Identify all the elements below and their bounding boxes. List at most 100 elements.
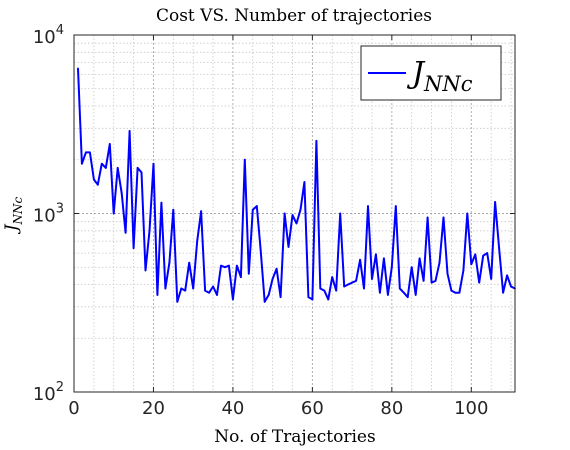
data-point	[375, 253, 377, 256]
series-layer	[77, 67, 516, 303]
data-point	[81, 162, 83, 165]
data-point	[267, 293, 270, 296]
data-point	[224, 266, 226, 269]
data-point	[279, 296, 282, 299]
data-point	[124, 231, 127, 234]
data-point	[343, 285, 346, 288]
data-point	[379, 291, 381, 294]
data-point	[176, 300, 179, 303]
data-point	[152, 162, 155, 165]
y-axis-label: JNNc	[2, 196, 25, 234]
data-point	[88, 151, 91, 154]
data-point	[259, 249, 262, 252]
data-point	[490, 278, 493, 280]
data-point	[434, 279, 437, 282]
data-point	[200, 210, 203, 213]
data-point	[136, 167, 139, 169]
data-point	[283, 212, 286, 215]
data-point	[315, 140, 318, 142]
data-point	[367, 205, 369, 208]
y-tick-label: 102	[33, 380, 64, 405]
data-point	[204, 289, 207, 292]
data-point	[510, 285, 512, 288]
data-point	[331, 276, 334, 279]
data-point	[406, 296, 409, 299]
x-tick-label: 0	[68, 398, 79, 419]
data-point	[196, 240, 199, 243]
data-point	[128, 130, 131, 132]
x-tick-label: 60	[301, 398, 324, 419]
data-point	[470, 263, 473, 266]
data-point	[172, 208, 175, 211]
data-point	[426, 216, 429, 219]
data-point	[478, 281, 481, 284]
data-point	[92, 178, 95, 181]
data-point	[474, 253, 477, 256]
data-point	[212, 285, 214, 288]
data-point	[291, 214, 294, 216]
data-point	[208, 291, 210, 294]
data-point	[112, 212, 115, 215]
data-point	[323, 289, 326, 292]
data-point	[108, 143, 111, 145]
data-point	[402, 291, 405, 294]
data-point	[168, 261, 171, 264]
x-tick-label: 100	[454, 398, 488, 419]
data-point	[100, 162, 103, 165]
y-axis-label-subscript: NNc	[11, 196, 25, 225]
data-point	[418, 257, 421, 260]
data-point	[394, 205, 397, 208]
data-point	[442, 216, 445, 219]
data-point	[140, 171, 143, 174]
x-tick-labels: 0 20 40 60 80 100	[68, 398, 488, 419]
data-point	[77, 67, 79, 70]
data-point	[295, 222, 298, 225]
y-tick-label: 104	[33, 23, 64, 48]
y-axis-label-base: J	[2, 223, 22, 234]
legend-label-subscript: NNc	[423, 72, 473, 96]
data-point	[386, 293, 389, 296]
data-point	[327, 298, 330, 301]
x-tick-label: 40	[221, 398, 244, 419]
data-point	[116, 167, 119, 169]
data-point	[228, 264, 230, 267]
data-point	[498, 247, 501, 249]
data-point	[299, 208, 302, 211]
x-tick-label: 80	[380, 398, 403, 419]
data-point	[311, 298, 314, 301]
data-point	[132, 247, 135, 249]
data-point	[430, 281, 433, 284]
data-point	[446, 272, 449, 275]
data-point	[466, 212, 469, 215]
data-point	[96, 183, 99, 186]
legend: JNNc	[360, 45, 502, 101]
data-point	[351, 281, 354, 284]
data-point	[335, 289, 338, 292]
data-point	[494, 201, 497, 203]
data-point	[184, 289, 187, 292]
x-tick-label: 20	[142, 398, 165, 419]
data-point	[355, 279, 357, 282]
data-point	[398, 287, 401, 290]
data-point	[363, 287, 365, 290]
chart-title: Cost VS. Number of trajectories	[156, 6, 432, 26]
axis-ticks	[73, 34, 515, 393]
data-point	[414, 293, 417, 296]
data-point	[120, 192, 123, 195]
y-tick-labels: 102 103 104	[33, 23, 64, 405]
data-point	[382, 257, 385, 260]
data-point	[156, 293, 159, 296]
data-point	[450, 289, 453, 292]
data-point	[347, 283, 350, 286]
data-point	[239, 276, 242, 279]
data-point	[486, 252, 489, 255]
data-point	[287, 245, 290, 248]
data-point	[216, 293, 218, 296]
data-point	[104, 167, 107, 169]
data-point	[247, 272, 250, 275]
data-point	[303, 181, 306, 183]
data-point	[410, 266, 413, 269]
y-tick-label: 103	[33, 202, 64, 227]
data-point	[438, 261, 441, 264]
